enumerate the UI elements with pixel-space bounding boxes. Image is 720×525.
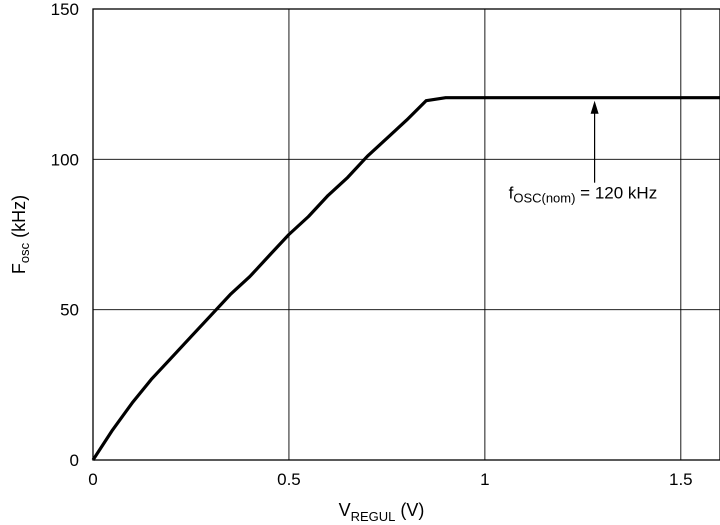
series-line <box>91 96 720 461</box>
x-tick-label: 1.5 <box>669 470 693 489</box>
x-tick-label: 0 <box>88 470 97 489</box>
y-axis-label: Fosc (kHz) <box>9 195 32 274</box>
y-tick-label: 150 <box>51 0 79 19</box>
y-tick-labels: 0 50 100 150 <box>51 0 79 470</box>
y-tick-label: 100 <box>51 150 79 169</box>
annotation-arrowhead <box>590 100 599 114</box>
x-tick-label: 0.5 <box>277 470 301 489</box>
x-tick-labels: 0 0.5 1 1.5 <box>88 470 692 489</box>
plot-frame <box>92 8 720 461</box>
annotation-label: fOSC(nom) = 120 kHz <box>509 184 658 206</box>
grid-lines <box>93 9 720 460</box>
y-tick-label: 0 <box>70 451 79 470</box>
x-tick-label: 1 <box>480 470 489 489</box>
y-tick-label: 50 <box>60 301 79 320</box>
x-axis-label: VREGUL (V) <box>339 500 425 524</box>
